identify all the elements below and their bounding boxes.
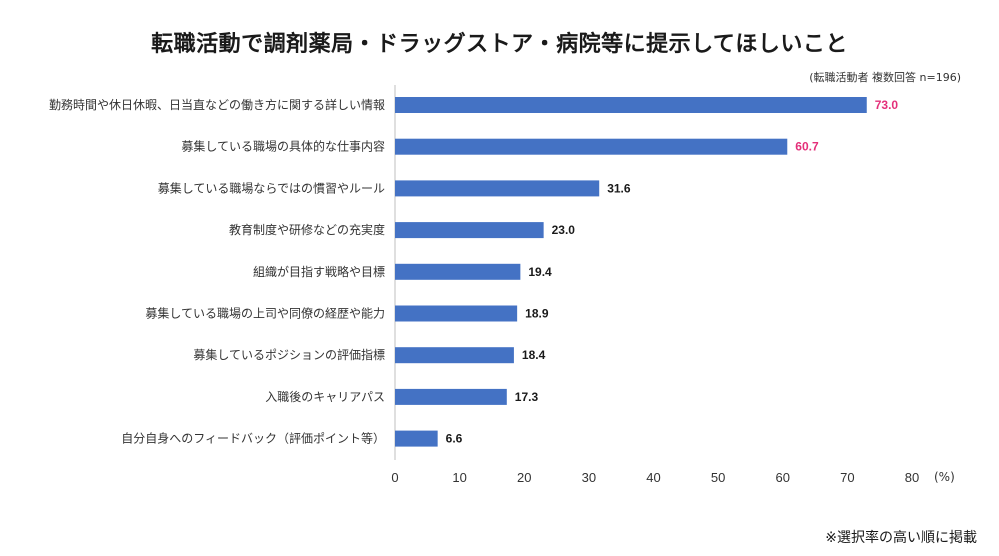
x-tick-label: 40 (646, 470, 660, 485)
data-label: 18.4 (522, 348, 546, 362)
x-tick-label: 80 (905, 470, 919, 485)
x-tick-label: 10 (452, 470, 466, 485)
bar (395, 305, 518, 322)
bar (395, 430, 438, 447)
bar (395, 222, 544, 239)
category-label: 募集している職場ならではの慣習やルール (158, 180, 385, 195)
x-tick-label: 70 (840, 470, 854, 485)
data-label: 31.6 (607, 181, 631, 195)
chart-title: 転職活動で調剤薬局・ドラッグストア・病院等に提示してほしいこと (151, 32, 848, 57)
footnote: ※選択率の高い順に掲載 (825, 530, 977, 546)
chart-subtitle: (転職活動者 複数回答 n=196) (809, 71, 961, 84)
category-label: 入職後のキャリアパス (265, 390, 385, 404)
data-label: 23.0 (552, 223, 576, 237)
bar (395, 347, 514, 364)
x-tick-label: 60 (776, 470, 790, 485)
category-label: 勤務時間や休日休暇、日当直などの働き方に関する詳しい情報 (49, 97, 385, 112)
data-label: 19.4 (528, 265, 552, 279)
x-unit-label: (%) (934, 470, 955, 484)
x-tick-label: 0 (391, 470, 398, 485)
category-label: 募集している職場の具体的な仕事内容 (181, 139, 385, 154)
data-label: 60.7 (795, 140, 819, 154)
data-label: 18.9 (525, 307, 549, 321)
bar (395, 263, 521, 280)
data-label: 6.6 (446, 432, 463, 446)
data-label: 73.0 (875, 98, 899, 112)
bar (395, 138, 788, 155)
category-label: 教育制度や研修などの充実度 (229, 222, 385, 237)
category-label: 募集している職場の上司や同僚の経歴や能力 (145, 306, 385, 321)
x-tick-label: 50 (711, 470, 725, 485)
x-tick-label: 30 (582, 470, 596, 485)
category-label: 組織が目指す戦略や目標 (253, 264, 385, 279)
bar (395, 97, 867, 113)
x-tick-label: 20 (517, 470, 531, 485)
data-label: 17.3 (515, 390, 539, 404)
category-label: 募集しているポジションの評価指標 (193, 347, 385, 362)
category-label: 自分自身へのフィードバック（評価ポイント等） (121, 431, 385, 446)
bar (395, 180, 600, 197)
bar (395, 388, 507, 405)
